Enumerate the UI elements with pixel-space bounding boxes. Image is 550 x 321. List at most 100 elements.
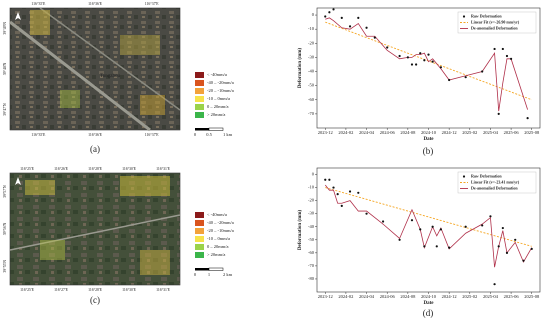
legend-label: -20 – -10mm/a	[207, 228, 234, 233]
y-tick-label: -40	[308, 224, 315, 229]
legend-box	[457, 11, 537, 34]
scale-label: 1 km	[223, 132, 233, 137]
map-coordinate-label: 116°35'E	[31, 2, 46, 6]
legend-swatch	[195, 112, 204, 118]
y-tick-label: -40	[308, 69, 315, 74]
data-point	[410, 219, 414, 222]
data-point	[419, 52, 422, 55]
y-axis-label: Deformation (mm)	[298, 210, 303, 250]
data-point	[509, 57, 513, 60]
map-coordinate-label: 116°36'E	[88, 2, 103, 6]
legend-label: -10 – 0mm/a	[207, 236, 230, 241]
data-point	[493, 47, 496, 51]
y-tick-label: -10	[308, 26, 315, 31]
data-point	[365, 26, 368, 29]
data-point	[439, 228, 442, 231]
y-tick-label: 0	[312, 172, 315, 177]
data-point	[427, 53, 430, 56]
map-coordinate-label: 116°37'E	[145, 2, 160, 6]
map-coordinate-label: 116°31'E	[156, 167, 171, 171]
x-tick-label: 2024-12	[442, 130, 457, 135]
data-point	[415, 63, 418, 66]
x-tick-label: 2025-02	[462, 294, 477, 299]
legend-swatch	[195, 88, 204, 94]
map-coordinate-label: 39°56'N	[3, 222, 7, 235]
map-coordinate-label: 116°31'E	[156, 288, 171, 292]
y-tick-label: -80	[308, 276, 315, 281]
y-tick-label: 0	[312, 12, 315, 17]
map-coordinate-label: 39°57'N	[3, 185, 7, 198]
map-coordinate-label: 116°28'E	[88, 288, 103, 292]
legend-label: > 20mm/a	[207, 112, 225, 117]
map-coordinate-label: 116°26'E	[54, 167, 69, 171]
data-point	[348, 190, 352, 193]
data-point	[373, 36, 376, 39]
x-tick-label: 2024-10	[421, 130, 437, 135]
data-point	[328, 178, 331, 181]
x-tick-label: 2025-08	[524, 294, 540, 299]
y-axis-label: Deformation (mm)	[298, 48, 303, 88]
data-point	[357, 16, 360, 19]
legend-swatch	[195, 220, 204, 226]
legend-label: > 20mm/a	[207, 252, 225, 257]
map-coordinate-label: 116°30'E	[122, 288, 137, 292]
x-tick-label: 2025-08	[524, 130, 540, 135]
x-tick-label: 2023-12	[318, 130, 333, 135]
data-point	[464, 225, 467, 228]
legend-swatch	[195, 96, 204, 102]
legend-swatch	[195, 212, 204, 218]
data-point	[332, 8, 335, 11]
x-tick-label: 2024-06	[380, 294, 396, 299]
x-tick-label: 2024-04	[359, 130, 375, 135]
y-tick-label: -60	[308, 250, 315, 255]
data-point	[324, 15, 327, 18]
x-axis-label: Date	[424, 301, 435, 306]
x-tick-label: 2024-08	[400, 294, 416, 299]
x-tick-label: 2024-06	[380, 130, 396, 135]
legend-label: De-anomalied Deformation	[471, 185, 518, 190]
x-tick-label: 2025-04	[483, 130, 499, 135]
map-coordinate-label: 39°55'N	[3, 260, 7, 273]
data-point	[419, 228, 422, 231]
data-point	[423, 59, 426, 62]
data-point	[435, 245, 438, 248]
data-point	[357, 191, 360, 194]
data-point	[489, 215, 492, 218]
data-point	[431, 60, 434, 63]
data-point	[423, 245, 426, 248]
legend-label: -40 – -20mm/a	[207, 220, 234, 225]
data-point	[505, 54, 509, 58]
legend-label: De-anomalied Deformation	[471, 25, 518, 30]
data-point	[501, 47, 504, 51]
legend-label: -10 – 0mm/a	[207, 96, 230, 101]
legend-swatch	[195, 104, 204, 110]
scale-label: 0	[194, 132, 197, 137]
data-point	[448, 246, 451, 249]
legend-label: < -40mm/a	[207, 72, 227, 77]
panel-label: (a)	[90, 144, 100, 154]
scale-bar	[195, 268, 209, 271]
y-tick-label: -10	[308, 185, 315, 190]
y-tick-label: -70	[308, 263, 315, 268]
data-point	[410, 63, 414, 66]
legend-label: Linear Fit (v=-26.90 mm/yr)	[471, 19, 520, 24]
y-tick-label: -20	[308, 198, 315, 203]
legend-label: -40 – -20mm/a	[207, 80, 234, 85]
data-point	[336, 193, 339, 196]
data-point	[398, 238, 401, 241]
north-arrow	[15, 177, 21, 185]
data-point	[439, 66, 442, 69]
panel-label: (d)	[423, 308, 434, 318]
scale-bar	[208, 267, 224, 271]
data-point	[431, 225, 434, 228]
data-point	[514, 238, 517, 241]
data-point	[497, 112, 500, 115]
y-tick-label: -50	[308, 237, 315, 242]
map-coordinate-label: 39°47'N	[3, 103, 7, 116]
map-coordinate-label: 116°25'E	[20, 288, 35, 292]
trend-line	[325, 187, 532, 247]
scale-label: 2 km	[223, 272, 233, 277]
scale-bar	[208, 127, 224, 131]
x-tick-label: 2024-04	[359, 294, 375, 299]
